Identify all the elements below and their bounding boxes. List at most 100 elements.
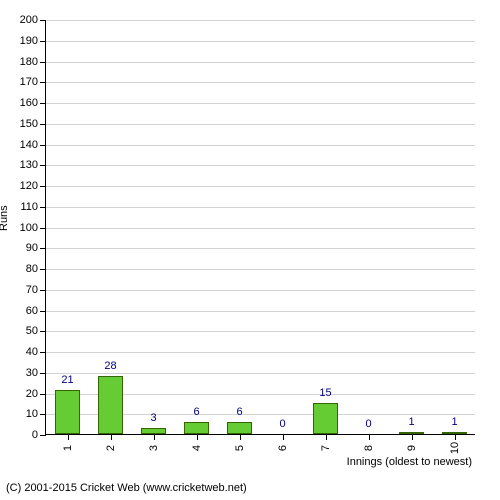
y-tick (40, 62, 46, 63)
bar-value-label: 3 (150, 412, 156, 424)
y-tick (40, 207, 46, 208)
bar-value-label: 1 (451, 416, 457, 428)
y-tick (40, 290, 46, 291)
y-tick-label: 140 (20, 139, 38, 151)
y-tick-label: 150 (20, 118, 38, 130)
grid-line (46, 103, 475, 104)
y-tick-label: 20 (26, 388, 38, 400)
bar (55, 390, 81, 434)
chart-container: 0102030405060708090100110120130140150160… (45, 20, 475, 435)
y-tick (40, 373, 46, 374)
y-tick (40, 248, 46, 249)
x-tick (326, 434, 327, 440)
y-tick (40, 269, 46, 270)
x-tick (197, 434, 198, 440)
x-tick-label: 6 (277, 445, 289, 451)
x-tick-label: 8 (363, 445, 375, 451)
y-tick-label: 190 (20, 35, 38, 47)
grid-line (46, 373, 475, 374)
y-tick-label: 0 (32, 429, 38, 441)
bar (227, 422, 253, 434)
y-tick-label: 180 (20, 56, 38, 68)
y-tick (40, 435, 46, 436)
y-tick-label: 130 (20, 159, 38, 171)
x-tick-label: 4 (191, 445, 203, 451)
y-axis-title: Runs (0, 205, 10, 231)
x-tick-label: 1 (62, 445, 74, 451)
y-tick (40, 41, 46, 42)
bar-value-label: 0 (365, 418, 371, 430)
grid-line (46, 20, 475, 21)
grid-line (46, 165, 475, 166)
y-tick (40, 103, 46, 104)
bar (184, 422, 210, 434)
x-tick-label: 10 (449, 442, 461, 454)
y-tick-label: 80 (26, 263, 38, 275)
y-tick-label: 100 (20, 222, 38, 234)
x-tick (68, 434, 69, 440)
x-tick (369, 434, 370, 440)
x-tick (154, 434, 155, 440)
bar-value-label: 15 (319, 387, 331, 399)
grid-line (46, 41, 475, 42)
y-tick (40, 414, 46, 415)
bar (98, 376, 124, 434)
bar-value-label: 1 (408, 416, 414, 428)
grid-line (46, 290, 475, 291)
y-tick-label: 10 (26, 408, 38, 420)
grid-line (46, 207, 475, 208)
x-tick (111, 434, 112, 440)
grid-line (46, 352, 475, 353)
y-tick (40, 311, 46, 312)
y-tick (40, 165, 46, 166)
x-tick-label: 2 (105, 445, 117, 451)
grid-line (46, 124, 475, 125)
grid-line (46, 145, 475, 146)
copyright-text: (C) 2001-2015 Cricket Web (www.cricketwe… (6, 482, 247, 494)
y-tick-label: 110 (20, 201, 38, 213)
bar-value-label: 0 (279, 418, 285, 430)
grid-line (46, 228, 475, 229)
x-tick (412, 434, 413, 440)
y-tick (40, 124, 46, 125)
y-tick-label: 90 (26, 242, 38, 254)
bar (313, 403, 339, 434)
bar-value-label: 6 (193, 406, 199, 418)
x-tick (283, 434, 284, 440)
grid-line (46, 311, 475, 312)
bar-value-label: 28 (104, 360, 116, 372)
grid-line (46, 269, 475, 270)
y-tick (40, 331, 46, 332)
x-tick-label: 9 (406, 445, 418, 451)
y-tick (40, 145, 46, 146)
y-tick (40, 20, 46, 21)
y-tick (40, 228, 46, 229)
x-tick (240, 434, 241, 440)
y-tick (40, 186, 46, 187)
y-tick-label: 120 (20, 180, 38, 192)
x-axis-title: Innings (oldest to newest) (347, 456, 472, 468)
y-tick-label: 200 (20, 14, 38, 26)
grid-line (46, 62, 475, 63)
grid-line (46, 331, 475, 332)
y-tick-label: 60 (26, 305, 38, 317)
y-tick (40, 352, 46, 353)
x-tick-label: 5 (234, 445, 246, 451)
y-tick-label: 170 (20, 76, 38, 88)
bar-value-label: 21 (61, 374, 73, 386)
y-tick-label: 70 (26, 284, 38, 296)
y-tick (40, 82, 46, 83)
y-tick-label: 50 (26, 325, 38, 337)
y-tick-label: 30 (26, 367, 38, 379)
y-tick-label: 40 (26, 346, 38, 358)
grid-line (46, 82, 475, 83)
bar-value-label: 6 (236, 406, 242, 418)
plot-area: 0102030405060708090100110120130140150160… (45, 20, 475, 435)
y-tick-label: 160 (20, 97, 38, 109)
grid-line (46, 248, 475, 249)
x-tick-label: 7 (320, 445, 332, 451)
grid-line (46, 186, 475, 187)
x-tick (455, 434, 456, 440)
x-tick-label: 3 (148, 445, 160, 451)
y-tick (40, 394, 46, 395)
